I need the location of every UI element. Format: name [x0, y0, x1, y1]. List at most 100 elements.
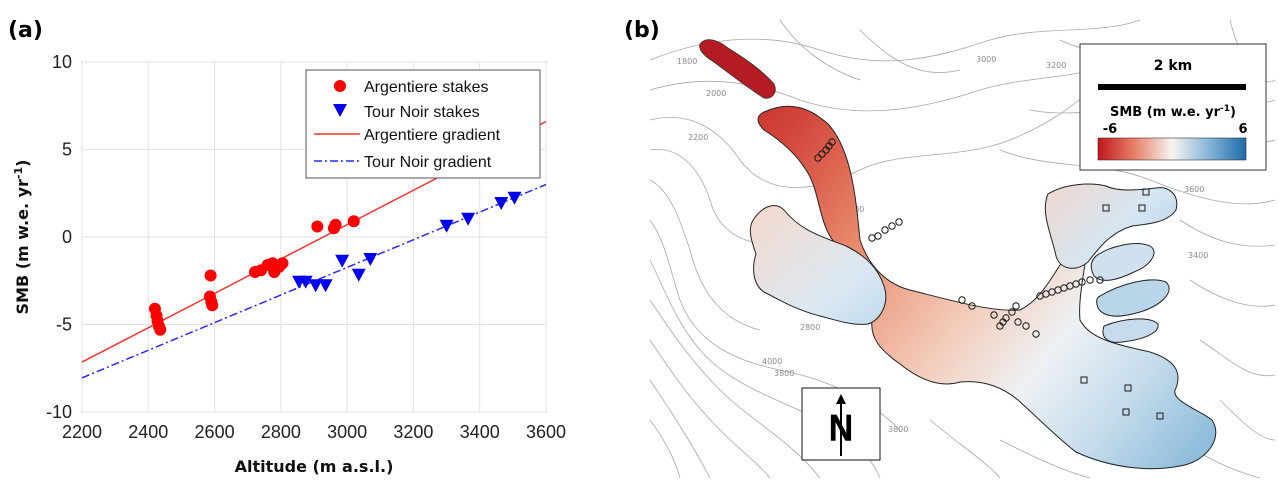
colorbar-title-close: ) [1230, 105, 1236, 120]
y-tick-label: 5 [62, 140, 72, 160]
legend-label-argentiere-stakes: Argentiere stakes [364, 79, 489, 96]
contour-label: 1800 [677, 57, 697, 66]
stake-circle-marker [868, 234, 876, 242]
stake-circle-marker [968, 302, 976, 310]
argentiere-stakes-point [154, 323, 167, 336]
y-axis-title-main: SMB (m w.e. yr [13, 179, 32, 315]
tour-noir-stakes-point [335, 254, 350, 268]
argentiere-stakes-point [204, 269, 217, 282]
stake-circle-marker [818, 150, 826, 158]
smb-glacier-map: 1800 2000 2200 2600 2800 3000 3200 3400 … [649, 19, 1276, 479]
glacier-east-arm-2 [1090, 243, 1155, 281]
glacier-east-arm-3 [1096, 279, 1170, 317]
stake-circle-marker [990, 311, 998, 319]
stake-circle-marker [895, 218, 903, 226]
stake-square-marker [1080, 376, 1088, 384]
tour-noir-stakes-point [363, 253, 378, 266]
scale-bar-label: 2 km [1154, 58, 1193, 74]
stake-circle-marker [1086, 276, 1094, 284]
stake-circle-marker [1002, 314, 1010, 322]
contour-label: 3400 [1188, 251, 1208, 260]
contour-label: 2200 [688, 133, 708, 142]
tour-noir-stakes-point [507, 191, 522, 205]
legend-label-tour-noir-gradient: Tour Noir gradient [364, 154, 492, 171]
contour-label: 4000 [762, 357, 782, 366]
contour-label: 3000 [976, 55, 996, 64]
contour-label: 3800 [888, 425, 908, 434]
argentiere-stakes-point [329, 218, 342, 231]
stake-markers [148, 191, 522, 336]
tour-noir-stakes-point [351, 268, 366, 282]
y-tick-label: -5 [56, 315, 72, 335]
legend-box-map: 2 km SMB (m w.e. yr-1) -6 6 [1079, 43, 1267, 171]
colorbar-title: SMB (m w.e. yr-1) [1110, 104, 1236, 120]
colorbar-min-label: -6 [1103, 122, 1117, 137]
stake-square-marker [1138, 204, 1146, 212]
colorbar-title-sup: -1 [1220, 104, 1230, 114]
stake-circle-marker [881, 226, 889, 234]
stake-circle-marker [814, 154, 822, 162]
north-arrow: N [801, 387, 881, 461]
argentiere-stakes-point [206, 299, 219, 312]
colorbar-max-label: 6 [1238, 122, 1247, 137]
stake-square-marker [1102, 204, 1110, 212]
contour-label: 3600 [1184, 185, 1204, 194]
map-stake-markers [814, 138, 1164, 420]
glacier-west-basin [749, 205, 887, 325]
colorbar-title-main: SMB (m w.e. yr [1110, 105, 1221, 120]
panel-b-label: (b) [624, 18, 660, 43]
contour-label: 2800 [800, 323, 820, 332]
x-tick-label: 3000 [327, 422, 367, 442]
y-axis-title-sup: -1 [12, 167, 25, 179]
tour-noir-stakes-point [318, 279, 333, 293]
argentiere-stakes-point [276, 257, 289, 270]
argentiere-stakes-point [311, 220, 324, 233]
tour-noir-stakes-point [298, 275, 313, 289]
stake-circle-marker [1032, 330, 1040, 338]
tour-noir-stakes-point [308, 279, 323, 293]
y-axis-title: SMB (m w.e. yr-1) [12, 160, 32, 315]
legend-marker-argentiere-stakes [334, 80, 346, 92]
stake-circle-marker [1014, 318, 1022, 326]
x-tick-label: 3200 [393, 422, 433, 442]
y-tick-label: -10 [46, 402, 72, 422]
stake-circle-marker [874, 232, 882, 240]
stake-circle-marker [828, 138, 836, 146]
argentiere-stakes-point [347, 215, 360, 228]
tick-labels: 2200 2400 2600 2800 3000 3200 3400 3600 -10 -5 0 5 1… [46, 52, 566, 442]
stake-square-marker [1142, 188, 1150, 196]
x-axis-title: Altitude (m a.s.l.) [235, 457, 394, 476]
stake-square-marker [1156, 412, 1164, 420]
colorbar [1097, 137, 1247, 161]
y-tick-label: 10 [52, 52, 72, 72]
x-tick-label: 3400 [460, 422, 500, 442]
x-tick-label: 3600 [526, 422, 566, 442]
stake-circle-marker [1008, 308, 1016, 316]
stake-circle-marker [888, 222, 896, 230]
y-tick-label: 0 [62, 227, 72, 247]
stake-square-marker [1122, 408, 1130, 416]
north-label: N [828, 409, 853, 449]
tour-noir-stakes-point [461, 212, 476, 226]
smb-altitude-chart: 2200 2400 2600 2800 3000 3200 3400 3600 -10 -5 0 5 1… [12, 52, 566, 476]
x-tick-label: 2400 [128, 422, 168, 442]
x-tick-label: 2200 [62, 422, 102, 442]
north-arrow-head-icon [836, 394, 846, 404]
x-tick-label: 2800 [261, 422, 301, 442]
glacier-east-arm-4 [1102, 318, 1159, 343]
glacier-tongue [699, 39, 776, 99]
stake-circle-marker [1096, 276, 1104, 284]
contour-label: 3800 [774, 369, 794, 378]
legend: Argentiere stakes Tour Noir stakes Argen… [305, 69, 541, 179]
contour-label: 2000 [706, 89, 726, 98]
contour-label: 3200 [1046, 61, 1066, 70]
legend-label-argentiere-gradient: Argentiere gradient [364, 127, 501, 144]
legend-label-tour-noir-stakes: Tour Noir stakes [364, 104, 480, 121]
stake-circle-marker [1022, 322, 1030, 330]
y-axis-title-close: ) [13, 160, 32, 167]
legend-marker-tour-noir-stakes [333, 104, 347, 117]
stake-circle-marker [958, 296, 966, 304]
panel-a-label: (a) [8, 18, 43, 43]
tour-noir-stakes-point [439, 219, 454, 233]
glacier-smb-field [699, 39, 1217, 470]
